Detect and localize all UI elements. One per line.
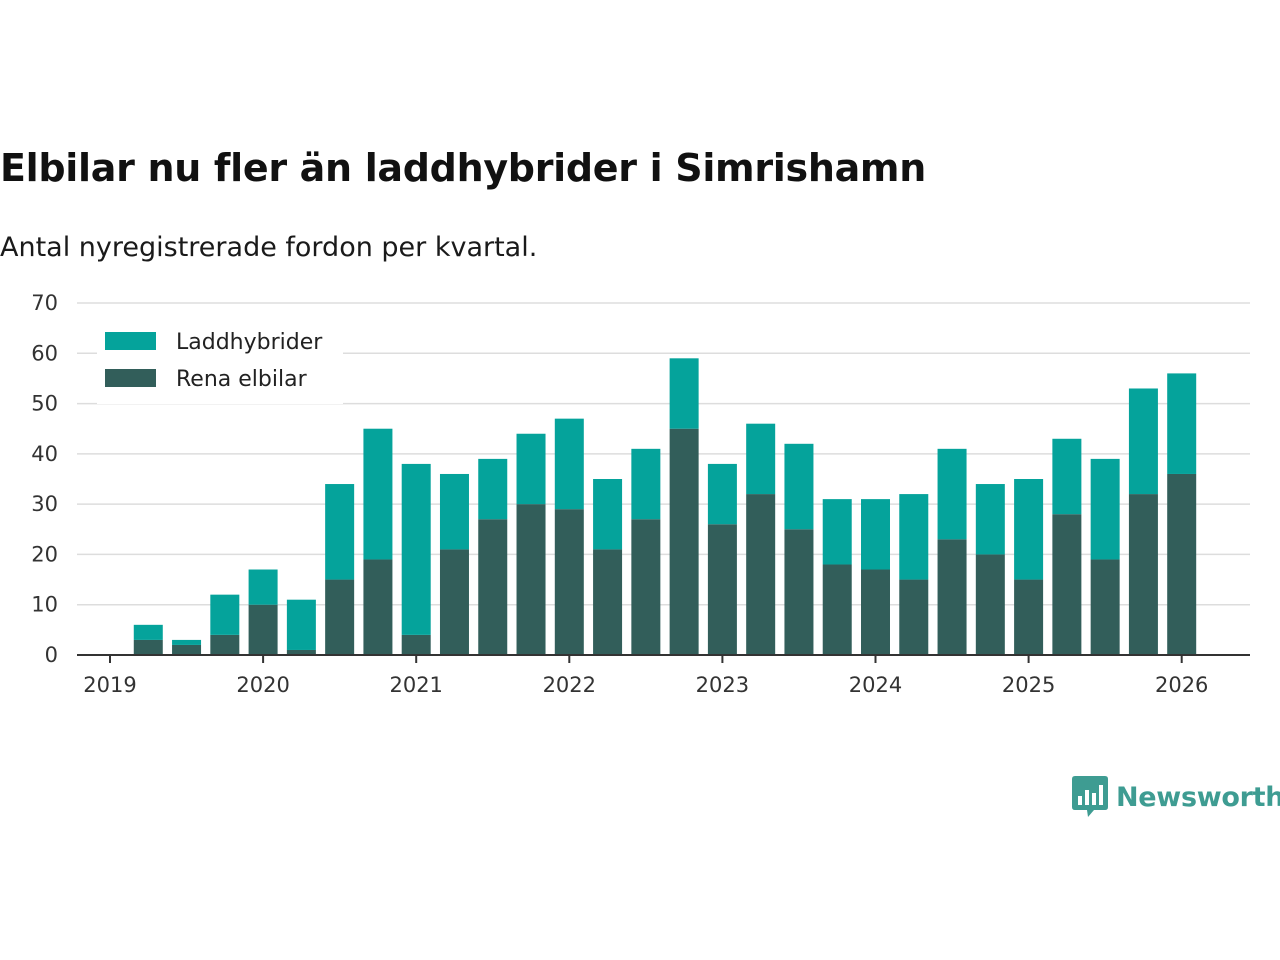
bar-laddhybrider-2019-q3 [210, 594, 240, 635]
x-tick-label-2019: 2019 [83, 673, 136, 697]
bar-laddhybrider-2025-q1 [1052, 438, 1082, 515]
bar-laddhybrider-2024-q1 [899, 494, 929, 580]
bar-laddhybrider-2020-q1 [286, 599, 316, 650]
bar-laddhybrider-2022-q4 [707, 463, 737, 525]
bar-laddhybrider-2025-q3 [1128, 388, 1158, 495]
bar-rena-elbilar-2019-q3 [210, 634, 240, 655]
bar-laddhybrider-2022-q2 [631, 448, 661, 520]
bar-group [133, 358, 1197, 655]
chart-title: Elbilar nu fler än laddhybrider i Simris… [0, 146, 926, 190]
bar-laddhybrider-2025-q2 [1090, 458, 1120, 560]
bar-rena-elbilar-2020-q4 [401, 634, 431, 655]
bar-laddhybrider-2019-q1 [133, 624, 163, 640]
x-tick-label-2023: 2023 [696, 673, 749, 697]
bar-rena-elbilar-2024-q2 [937, 539, 967, 655]
bar-rena-elbilar-2021-q2 [478, 519, 508, 655]
legend-label-laddhybrider: Laddhybrider [176, 330, 323, 355]
bar-laddhybrider-2020-q2 [325, 484, 355, 580]
bar-rena-elbilar-2023-q4 [861, 569, 890, 655]
bar-rena-elbilar-2023-q3 [822, 564, 852, 655]
legend: Laddhybrider Rena elbilar [97, 322, 343, 404]
x-tick-label-2025: 2025 [1002, 673, 1055, 697]
bar-laddhybrider-2019-q2 [172, 639, 202, 645]
bar-laddhybrider-2021-q3 [516, 433, 546, 505]
bar-chart-speech-bubble-icon [1072, 776, 1108, 817]
bar-rena-elbilar-2023-q1 [746, 494, 776, 655]
bar-rena-elbilar-2025-q2 [1090, 559, 1120, 655]
bar-rena-elbilar-2019-q2 [172, 644, 202, 655]
bar-laddhybrider-2020-q4 [401, 463, 431, 635]
bar-rena-elbilar-2024-q1 [899, 579, 929, 655]
y-tick-label-60: 60 [31, 341, 58, 365]
bar-rena-elbilar-2021-q4 [554, 509, 584, 655]
bar-rena-elbilar-2022-q1 [593, 549, 623, 655]
logo-text: Newsworthy [1116, 781, 1280, 813]
bar-laddhybrider-2025-q4 [1167, 373, 1197, 474]
y-tick-label-10: 10 [31, 593, 58, 617]
x-tick-label-2020: 2020 [236, 673, 289, 697]
bar-laddhybrider-2023-q1 [746, 423, 776, 495]
bar-rena-elbilar-2023-q2 [784, 529, 814, 655]
axes: 0 10 20 30 40 50 60 70 2019 2020 2021 2022 2023 2024 2… [31, 291, 1250, 697]
bar-laddhybrider-2023-q2 [784, 443, 814, 530]
newsworthy-logo[interactable]: Newsworthy [1072, 776, 1280, 818]
x-tick-label-2026: 2026 [1155, 673, 1208, 697]
bar-laddhybrider-2021-q4 [554, 418, 584, 510]
bar-laddhybrider-2020-q3 [363, 428, 393, 560]
bar-laddhybrider-2022-q1 [593, 479, 623, 550]
x-tick-label-2024: 2024 [849, 673, 902, 697]
bar-rena-elbilar-2022-q4 [707, 524, 737, 655]
y-tick-label-30: 30 [31, 492, 58, 516]
x-tick-label-2021: 2021 [389, 673, 442, 697]
y-tick-label-70: 70 [31, 291, 58, 315]
y-tick-label-20: 20 [31, 542, 58, 566]
bar-rena-elbilar-2020-q1 [286, 649, 316, 655]
bar-rena-elbilar-2022-q3 [669, 428, 699, 655]
bar-rena-elbilar-2022-q2 [631, 519, 661, 655]
bar-laddhybrider-2023-q3 [822, 499, 852, 565]
legend-label-rena-elbilar: Rena elbilar [176, 367, 308, 392]
bar-laddhybrider-2024-q4 [1014, 479, 1044, 580]
bar-rena-elbilar-2020-q3 [363, 559, 393, 655]
bar-laddhybrider-2024-q2 [937, 448, 967, 540]
bar-rena-elbilar-2025-q4 [1167, 473, 1197, 655]
x-tick-label-2022: 2022 [543, 673, 596, 697]
bar-rena-elbilar-2019-q4 [248, 604, 278, 655]
y-tick-label-50: 50 [31, 392, 58, 416]
bar-laddhybrider-2019-q4 [248, 569, 278, 605]
bar-rena-elbilar-2019-q1 [133, 639, 163, 655]
legend-swatch-laddhybrider [105, 332, 156, 350]
bar-rena-elbilar-2021-q3 [516, 504, 546, 655]
bar-laddhybrider-2022-q3 [669, 358, 699, 429]
bar-rena-elbilar-2021-q1 [439, 549, 469, 655]
y-tick-label-40: 40 [31, 442, 58, 466]
bar-laddhybrider-2023-q4 [861, 499, 890, 570]
bar-rena-elbilar-2025-q1 [1052, 514, 1082, 655]
bar-rena-elbilar-2020-q2 [325, 579, 355, 655]
stacked-bar-chart: 0 10 20 30 40 50 60 70 2019 2020 2021 2022 2023 2024 2… [31, 291, 1250, 697]
chart-subtitle: Antal nyregistrerade fordon per kvartal. [0, 232, 538, 263]
bar-laddhybrider-2021-q2 [478, 458, 508, 520]
bar-rena-elbilar-2024-q4 [1014, 579, 1044, 655]
bar-rena-elbilar-2024-q3 [975, 554, 1005, 655]
bar-laddhybrider-2021-q1 [439, 473, 469, 550]
y-tick-label-0: 0 [45, 643, 58, 667]
bar-laddhybrider-2024-q3 [975, 484, 1005, 555]
bar-rena-elbilar-2025-q3 [1128, 494, 1158, 655]
legend-swatch-rena-elbilar [105, 369, 156, 387]
